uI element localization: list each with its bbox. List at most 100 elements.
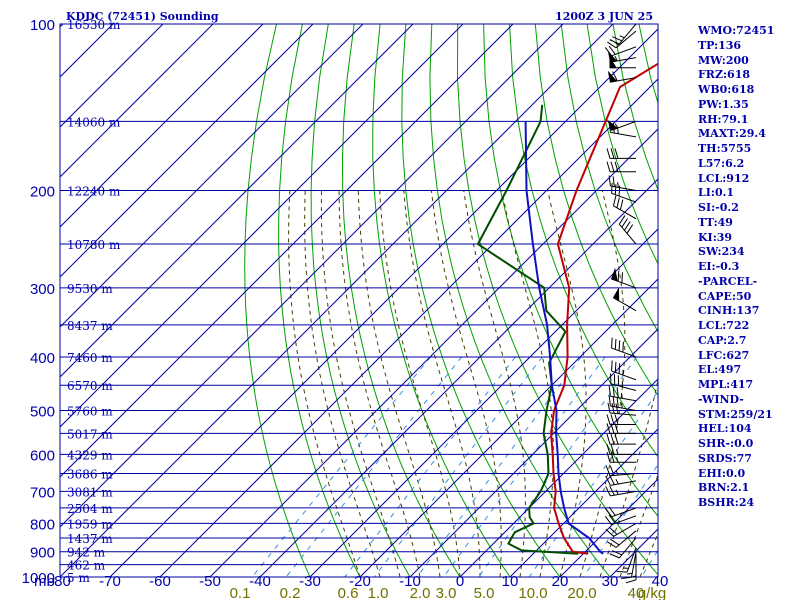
- barb-flag: [609, 39, 620, 45]
- barb-flag: [610, 444, 615, 455]
- barb-flag: [612, 176, 615, 187]
- barb-flag: [614, 433, 619, 445]
- height-label: 3081 m: [67, 485, 113, 499]
- barb-flag: [612, 396, 615, 407]
- barb-half-flag: [615, 489, 619, 495]
- index-line: TH:5755: [698, 142, 752, 155]
- wind-barb: [611, 337, 637, 358]
- plot-frame: [59, 23, 659, 578]
- mixing-ratio-line: [528, 390, 658, 577]
- barb-flag: [605, 475, 611, 486]
- barb-half-flag: [615, 479, 619, 485]
- barb-flag: [610, 414, 615, 425]
- isotherm-line: [159, 78, 658, 577]
- barb-flag: [607, 541, 617, 548]
- height-label: 6570 m: [67, 379, 113, 393]
- barb-half-flag: [616, 449, 619, 455]
- isotherm-line: [359, 278, 658, 577]
- height-label: 14060 m: [67, 115, 121, 129]
- barb-staff: [615, 530, 637, 548]
- barb-pennant: [609, 55, 617, 69]
- barb-flag: [604, 508, 612, 518]
- index-line: EHI:0.0: [698, 466, 746, 480]
- wind-barb: [605, 475, 637, 486]
- barb-flag: [606, 444, 611, 455]
- barb-flag: [610, 161, 615, 172]
- barb-flag: [612, 71, 618, 82]
- barb-flag: [607, 402, 611, 414]
- barb-staff: [615, 30, 637, 49]
- isotherm-line: [60, 24, 514, 478]
- mixing-ratio-line: [477, 356, 638, 577]
- barb-staff: [611, 192, 637, 203]
- wind-barb: [607, 70, 637, 83]
- chart-time: 1200Z 3 JUN 25: [555, 10, 653, 23]
- pressure-tick-label: 800: [30, 516, 55, 533]
- barb-flag: [604, 516, 612, 525]
- height-label: 12240 m: [67, 184, 121, 198]
- height-label: 9530 m: [67, 282, 113, 296]
- wind-barb: [605, 522, 637, 537]
- mixing-ratio-label: 3.0: [436, 585, 457, 600]
- height-label: 5 m: [67, 571, 90, 585]
- index-line: PW:1.35: [698, 97, 749, 111]
- index-line: CAPE:50: [698, 289, 752, 303]
- index-line: CINH:137: [698, 304, 760, 318]
- temperature-line: [550, 62, 658, 555]
- mixing-ratio-label: g/kg: [638, 585, 666, 600]
- barb-flag: [605, 465, 611, 476]
- barb-flag: [608, 175, 611, 187]
- isotherm-line: [309, 228, 658, 577]
- height-label: 2504 m: [67, 502, 113, 516]
- isotherms: [60, 24, 658, 577]
- mixing-ratio-label: 2.0: [410, 585, 431, 600]
- height-label: 8437 m: [67, 319, 113, 333]
- barb-flag: [621, 576, 632, 580]
- barb-flag: [610, 423, 615, 434]
- mixing-ratio-lines: [251, 356, 658, 577]
- moist-adiabat-line: [579, 190, 626, 577]
- dry-adiabat-line: [509, 24, 658, 458]
- wind-barb: [606, 433, 636, 445]
- isotherm-line: [459, 378, 658, 577]
- barb-staff: [613, 522, 637, 537]
- barb-pennant: [607, 119, 619, 131]
- barb-flag: [618, 215, 626, 225]
- mixing-ratio-label: 5.0: [474, 585, 495, 600]
- mixing-ratio-line: [640, 549, 658, 577]
- wind-barb: [612, 195, 637, 220]
- barb-flag: [606, 161, 611, 172]
- height-label: 5760 m: [67, 405, 113, 419]
- barb-flag: [616, 396, 619, 408]
- wind-barb: [621, 551, 637, 580]
- height-label: 942 m: [67, 546, 106, 560]
- barb-flag: [616, 197, 620, 208]
- isotherm-line: [60, 24, 314, 278]
- wind-barb: [612, 287, 637, 312]
- barb-flag: [610, 538, 620, 546]
- index-line: MAXT:29.4: [698, 127, 766, 141]
- height-label: 7460 m: [67, 351, 113, 365]
- dry-adiabat-line: [372, 24, 511, 577]
- isotherm-line: [259, 178, 658, 577]
- barb-flag: [612, 386, 615, 397]
- barb-flag: [615, 403, 619, 414]
- dry-adiabat-line: [534, 24, 658, 397]
- isotherm-line: [109, 28, 658, 577]
- barb-flag: [618, 340, 621, 351]
- index-line: TP:136: [698, 38, 742, 52]
- wind-barbs: [604, 23, 637, 584]
- temperature-tick-label: -40: [249, 573, 271, 590]
- index-line: BSHR:24: [698, 496, 755, 509]
- barb-staff: [610, 383, 637, 391]
- isotherm-line: [559, 478, 658, 577]
- index-line: STM:259/21: [698, 407, 773, 421]
- pressure-tick-label: 300: [30, 281, 55, 298]
- barb-staff: [626, 547, 637, 573]
- barb-flag: [606, 423, 611, 434]
- height-label: 16530 m: [67, 18, 121, 32]
- temperature-tick-label: -30: [299, 573, 321, 590]
- barb-flag: [606, 414, 611, 425]
